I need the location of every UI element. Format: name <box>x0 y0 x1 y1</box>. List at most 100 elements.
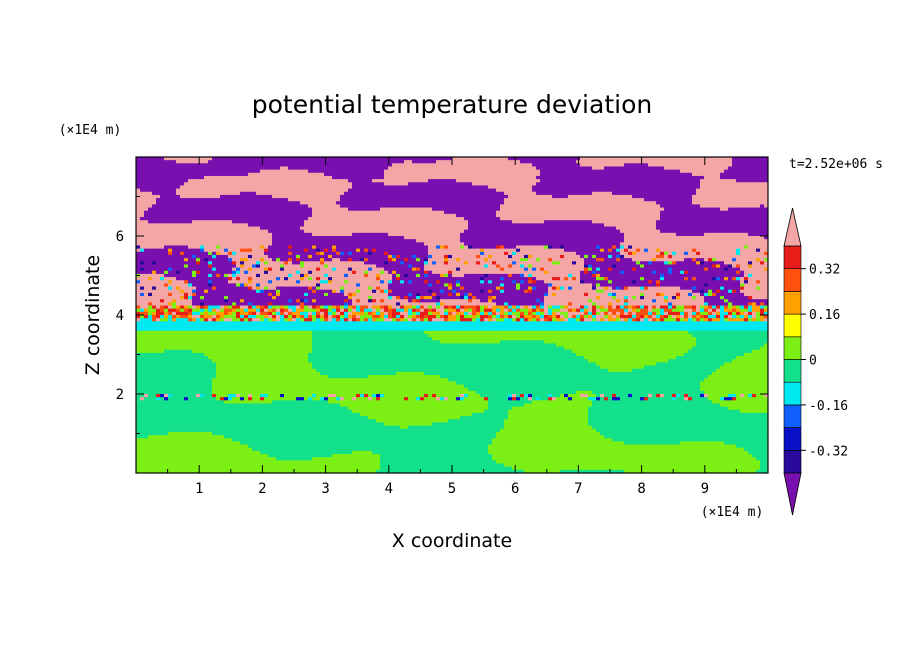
field-cell <box>676 160 681 164</box>
field-cell <box>276 226 281 231</box>
field-cell <box>624 185 629 190</box>
field-cell <box>528 213 533 218</box>
field-cell <box>648 163 653 168</box>
field-cell <box>516 242 521 247</box>
field-cell <box>624 226 629 231</box>
field-cell <box>208 157 213 161</box>
field-cell <box>696 172 701 177</box>
field-cell <box>144 194 149 199</box>
field-cell <box>312 182 317 187</box>
field-cell <box>396 166 401 171</box>
field-cell <box>168 232 173 237</box>
field-cell <box>528 182 533 187</box>
field-cell <box>668 245 673 250</box>
field-cell <box>764 201 768 205</box>
field-cell <box>420 226 425 231</box>
field-cell <box>732 160 737 164</box>
field-cell <box>528 242 533 247</box>
field-cell <box>352 239 357 243</box>
field-cell <box>312 198 317 202</box>
field-cell <box>340 166 345 171</box>
field-cell <box>176 175 181 180</box>
field-cell <box>392 182 397 187</box>
field-cell <box>352 236 357 240</box>
field-cell <box>460 229 465 234</box>
field-cell <box>308 245 313 250</box>
field-cell <box>572 220 577 224</box>
field-cell <box>764 207 768 212</box>
field-cell <box>176 232 181 237</box>
field-cell <box>368 201 373 205</box>
field-cell <box>144 213 149 218</box>
field-cell <box>240 188 245 193</box>
field-cell <box>288 204 293 209</box>
field-cell <box>712 220 717 224</box>
field-cell <box>520 232 525 237</box>
field-cell <box>228 163 233 168</box>
field-cell <box>388 179 393 183</box>
field-cell <box>540 166 545 171</box>
field-cell <box>316 245 321 250</box>
field-cell <box>552 185 557 190</box>
field-cell <box>552 175 557 180</box>
field-cell <box>736 239 741 243</box>
field-cell <box>452 232 457 237</box>
field-cell <box>336 223 341 228</box>
field-cell <box>568 204 573 209</box>
field-cell <box>284 242 289 247</box>
field-cell <box>140 207 145 212</box>
field-cell <box>536 248 541 253</box>
field-cell <box>596 182 601 187</box>
field-cell <box>696 229 701 234</box>
field-cell <box>732 201 737 205</box>
field-cell <box>740 188 745 193</box>
field-cell <box>272 182 277 187</box>
field-cell <box>332 191 337 196</box>
field-cell <box>740 236 745 240</box>
field-cell <box>176 182 181 187</box>
field-cell <box>276 236 281 240</box>
field-cell <box>296 172 301 177</box>
field-cell <box>464 198 469 202</box>
field-cell <box>612 191 617 196</box>
field-cell <box>656 160 661 164</box>
field-cell <box>224 201 229 205</box>
field-cell <box>464 226 469 231</box>
field-cell <box>548 172 553 177</box>
field-cell <box>156 160 161 164</box>
field-cell <box>668 248 673 253</box>
field-cell <box>384 213 389 218</box>
field-cell <box>276 248 281 253</box>
field-cell <box>276 207 281 212</box>
field-cell <box>524 236 529 240</box>
field-cell <box>248 160 253 164</box>
field-cell <box>692 194 697 199</box>
field-cell <box>304 236 309 240</box>
field-cell <box>176 191 181 196</box>
field-cell <box>172 223 177 228</box>
field-cell <box>412 232 417 237</box>
field-cell <box>720 179 725 183</box>
field-cell <box>172 185 177 190</box>
field-cell <box>560 213 565 218</box>
field-cell <box>136 163 141 168</box>
field-cell <box>608 163 613 168</box>
field-cell <box>308 163 313 168</box>
field-cell <box>732 191 737 196</box>
field-cell <box>360 220 365 224</box>
field-cell <box>332 239 337 243</box>
field-cell <box>524 248 529 253</box>
field-cell <box>344 226 349 231</box>
field-cell <box>204 223 209 228</box>
field-cell <box>488 232 493 237</box>
field-cell <box>480 236 485 240</box>
field-cell <box>636 166 641 171</box>
field-cell <box>640 191 645 196</box>
field-cell <box>412 226 417 231</box>
field-cell <box>152 251 157 256</box>
field-cell <box>208 201 213 205</box>
field-cell <box>140 201 145 205</box>
field-cell <box>508 245 513 250</box>
field-cell <box>316 217 321 221</box>
field-cell <box>320 213 325 218</box>
